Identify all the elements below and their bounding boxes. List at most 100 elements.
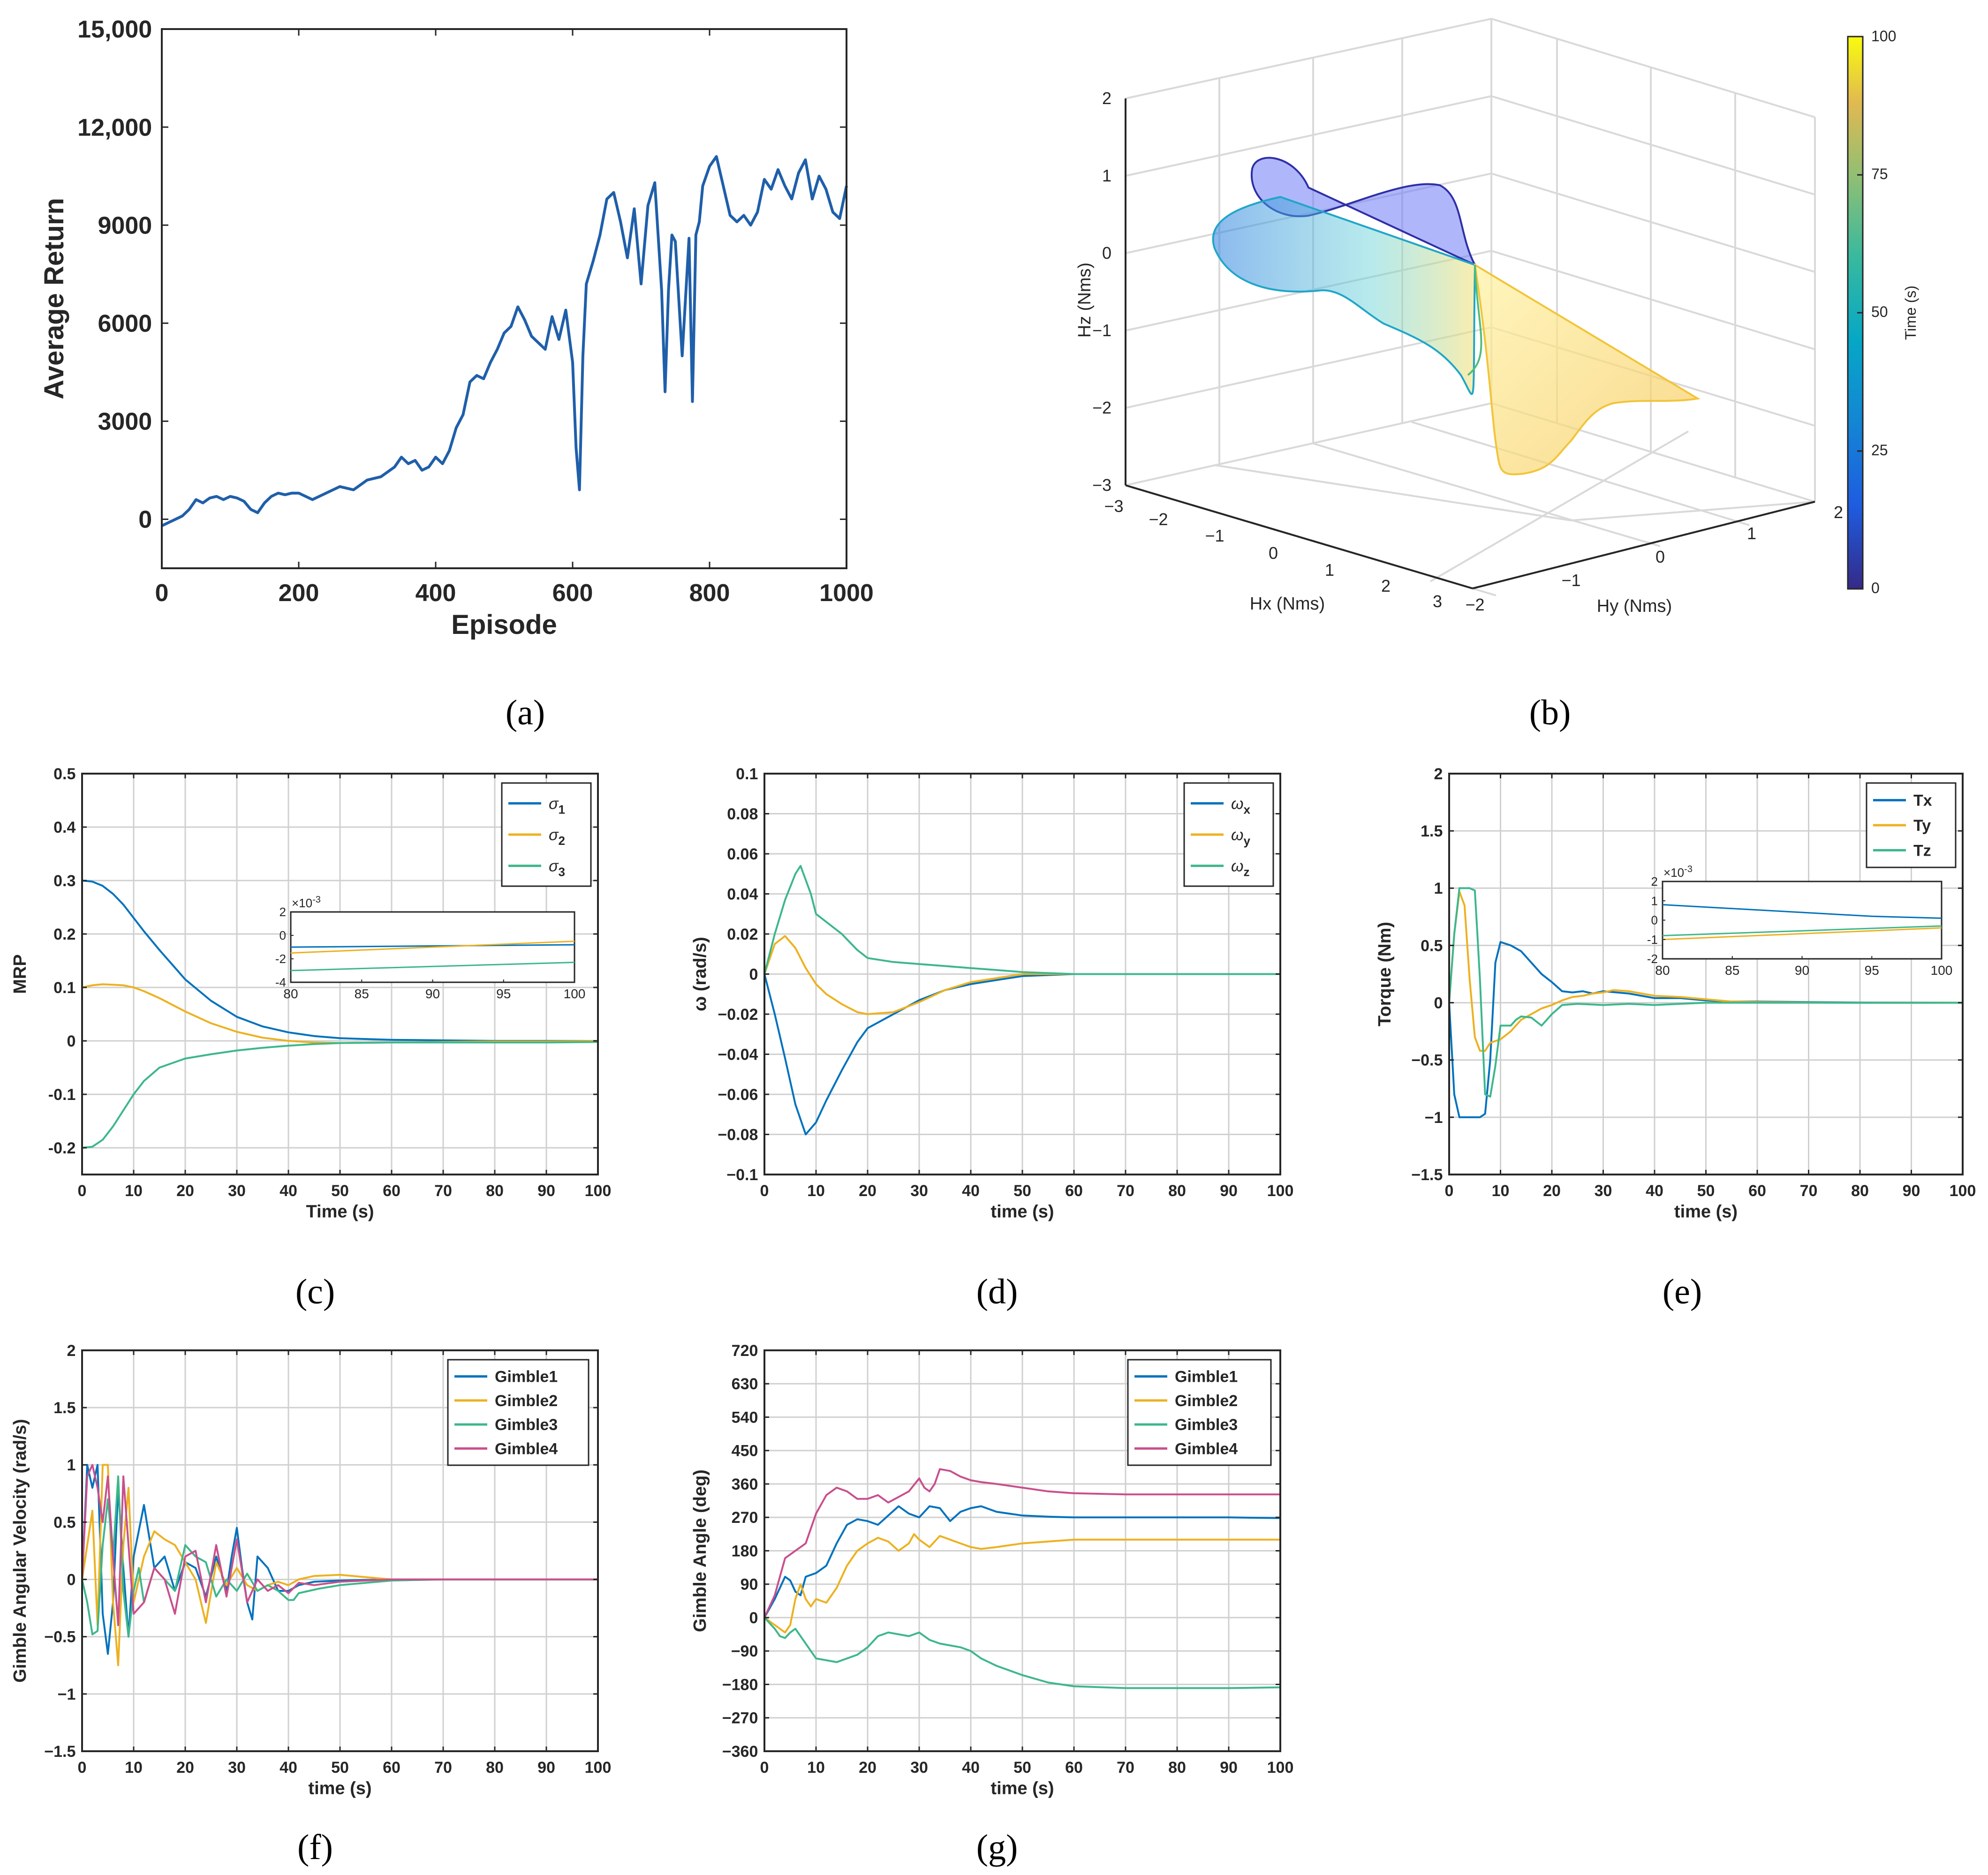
inset-y-tick-label: 2 xyxy=(1651,874,1658,889)
legend-label: σ2 xyxy=(549,826,565,848)
y-tick-label: 1.5 xyxy=(53,1399,76,1417)
x-tick-label: 40 xyxy=(280,1759,297,1777)
legend-label: Gimble1 xyxy=(1175,1368,1238,1386)
x-tick-label: 10 xyxy=(807,1759,825,1777)
y-tick-label: −0.02 xyxy=(718,1006,758,1024)
y-tick-label: 0 xyxy=(138,506,152,534)
y-tick-label: 540 xyxy=(732,1408,758,1426)
legend-label: Tx xyxy=(1913,792,1932,810)
x-axis-label: Time (s) xyxy=(306,1202,374,1222)
inset-x-tick-label: 95 xyxy=(1865,963,1879,978)
x-tick-label: 20 xyxy=(859,1182,877,1200)
inset: 80 85 90 95 100 -2 -1 0 1 2 ×10-3 xyxy=(1647,864,1952,978)
x-tick-label: 100 xyxy=(1267,1182,1294,1200)
x-tick-label: 40 xyxy=(962,1759,980,1777)
legend: Gimble1 Gimble2 Gimble3 Gimble4 xyxy=(1127,1359,1272,1466)
legend-label: Gimble4 xyxy=(495,1440,558,1458)
x-axis-label: time (s) xyxy=(1674,1202,1738,1222)
legend-label: Ty xyxy=(1913,817,1931,835)
y-tick-label: 0.4 xyxy=(53,819,76,836)
x-tick-label: 10 xyxy=(125,1759,143,1777)
y-tick-label: −360 xyxy=(722,1743,758,1761)
series-line-e-3 xyxy=(1448,887,1963,1098)
chart-a: 0 200 400 600 800 1000 0 3000 6000 9000 12,000 15,0… xyxy=(39,16,874,640)
series-line-g-4 xyxy=(763,1468,1280,1618)
x-tick-label: 90 xyxy=(1220,1759,1238,1777)
inset-y-tick-label: 2 xyxy=(280,905,286,919)
x-tick-label: 80 xyxy=(1168,1182,1186,1200)
legend-label: Gimble4 xyxy=(1175,1440,1238,1458)
x-tick-label: 50 xyxy=(1697,1182,1715,1200)
x-tick-label: 10 xyxy=(807,1182,825,1200)
inset-frame xyxy=(1662,881,1943,960)
inset: 80 85 90 95 100 -4 -2 0 2 ×10-3 xyxy=(275,895,585,1001)
z-tick-label: −3 xyxy=(1092,475,1111,495)
chart-e: 0 10 20 30 40 50 60 70 80 90 100−1.5−1−0.500.511.5… xyxy=(1375,765,1976,1222)
y-tick-label: −0.06 xyxy=(718,1086,758,1104)
x-tick-label: 70 xyxy=(1117,1759,1134,1777)
x-axis-label: Hx (Nms) xyxy=(1250,594,1325,614)
x-tick-label: 50 xyxy=(331,1759,349,1777)
colorbar-tick-label: 0 xyxy=(1871,580,1880,596)
chart-d: 0 10 20 30 40 50 60 70 80 90 100 −0.1 −0.08 −0.06 −0.0… xyxy=(690,765,1293,1222)
x-tick-label: 40 xyxy=(1646,1182,1663,1200)
y-tick-label: 0.3 xyxy=(53,872,76,890)
legend-label: Gimble2 xyxy=(495,1392,558,1410)
x-tick-label: 90 xyxy=(1903,1182,1920,1200)
y-tick-label: −1.5 xyxy=(44,1743,76,1761)
y-tick-label: −0.1 xyxy=(726,1166,758,1184)
y-tick-label: 2 xyxy=(1834,503,1843,522)
x-tick-label: 20 xyxy=(859,1759,877,1777)
x-tick-label: 80 xyxy=(1851,1182,1869,1200)
chart-c: 0 10 20 30 40 50 60 70 80 90 100-0.2-0.100.10.20.3… xyxy=(10,765,611,1222)
y-tick-label: 1 xyxy=(1434,880,1443,897)
caption-d: (d) xyxy=(976,1272,1018,1311)
x-tick-label: 600 xyxy=(552,580,593,607)
y-tick-label: -0.2 xyxy=(48,1139,76,1157)
x-tick-label: 90 xyxy=(537,1182,555,1200)
y-axis-label: Gimble Angle (deg) xyxy=(690,1469,710,1632)
x-tick-label: 30 xyxy=(910,1182,928,1200)
inset-y-tick-label: -4 xyxy=(275,975,286,989)
inset-series-line xyxy=(1662,904,1942,919)
legend-label: σ3 xyxy=(549,858,565,879)
x-tick-label: 10 xyxy=(125,1182,143,1200)
y-tick-label: -0.1 xyxy=(48,1086,76,1104)
x-tick-label: 50 xyxy=(331,1182,349,1200)
x-tick-label: 0 xyxy=(760,1182,769,1200)
series-line-f-2 xyxy=(81,1464,598,1666)
x-tick-label: 400 xyxy=(416,580,456,607)
y-tick-label: 0.5 xyxy=(53,765,76,783)
legend-label: ωx xyxy=(1231,795,1250,816)
y-tick-label: −1 xyxy=(58,1686,76,1703)
legend-label: Gimble2 xyxy=(1175,1392,1238,1410)
x-tick-label: −1 xyxy=(1205,526,1224,545)
inset-y-tick-label: -2 xyxy=(275,952,286,966)
series-line-f-3 xyxy=(81,1475,598,1638)
captions: (a) (b) (c) (d) (e) (f) (g) xyxy=(295,693,1702,1867)
legend-label: ωy xyxy=(1231,826,1250,848)
inset-series-line xyxy=(290,944,575,948)
surface-green-edge xyxy=(1467,264,1482,376)
series-line-c-1 xyxy=(82,880,598,1042)
y-tick-label: 0.1 xyxy=(53,979,76,997)
colorbar: 0 25 50 75 100 Time (s) xyxy=(1847,28,1919,596)
series-line-a-1 xyxy=(161,155,848,527)
inset-y-tick-label: 0 xyxy=(1651,913,1658,927)
legend: σ1 σ2 σ3 xyxy=(501,782,592,887)
series-line-d-3 xyxy=(763,865,1280,975)
y-tick-label: 0 xyxy=(1434,994,1443,1012)
y-tick-label: 0 xyxy=(1655,547,1665,566)
y-tick-label: 0.04 xyxy=(727,885,758,903)
y-tick-label: 15,000 xyxy=(77,16,152,43)
caption-g: (g) xyxy=(976,1828,1018,1867)
y-tick-label: 0.5 xyxy=(1421,937,1443,955)
x-tick-label: 10 xyxy=(1492,1182,1510,1200)
x-tick-label: 70 xyxy=(1800,1182,1818,1200)
x-tick-label: 30 xyxy=(910,1759,928,1777)
y-tick-label: −0.04 xyxy=(718,1046,758,1063)
tick-marks xyxy=(81,773,599,1175)
x-tick-label: 60 xyxy=(383,1759,401,1777)
y-tick-label: 1 xyxy=(67,1456,76,1474)
panel-b-3d-plot: 2 1 0 −1 −2 −3 −3 −2 −1 0 1 2 3 −2 −1 0 … xyxy=(1075,18,1919,616)
